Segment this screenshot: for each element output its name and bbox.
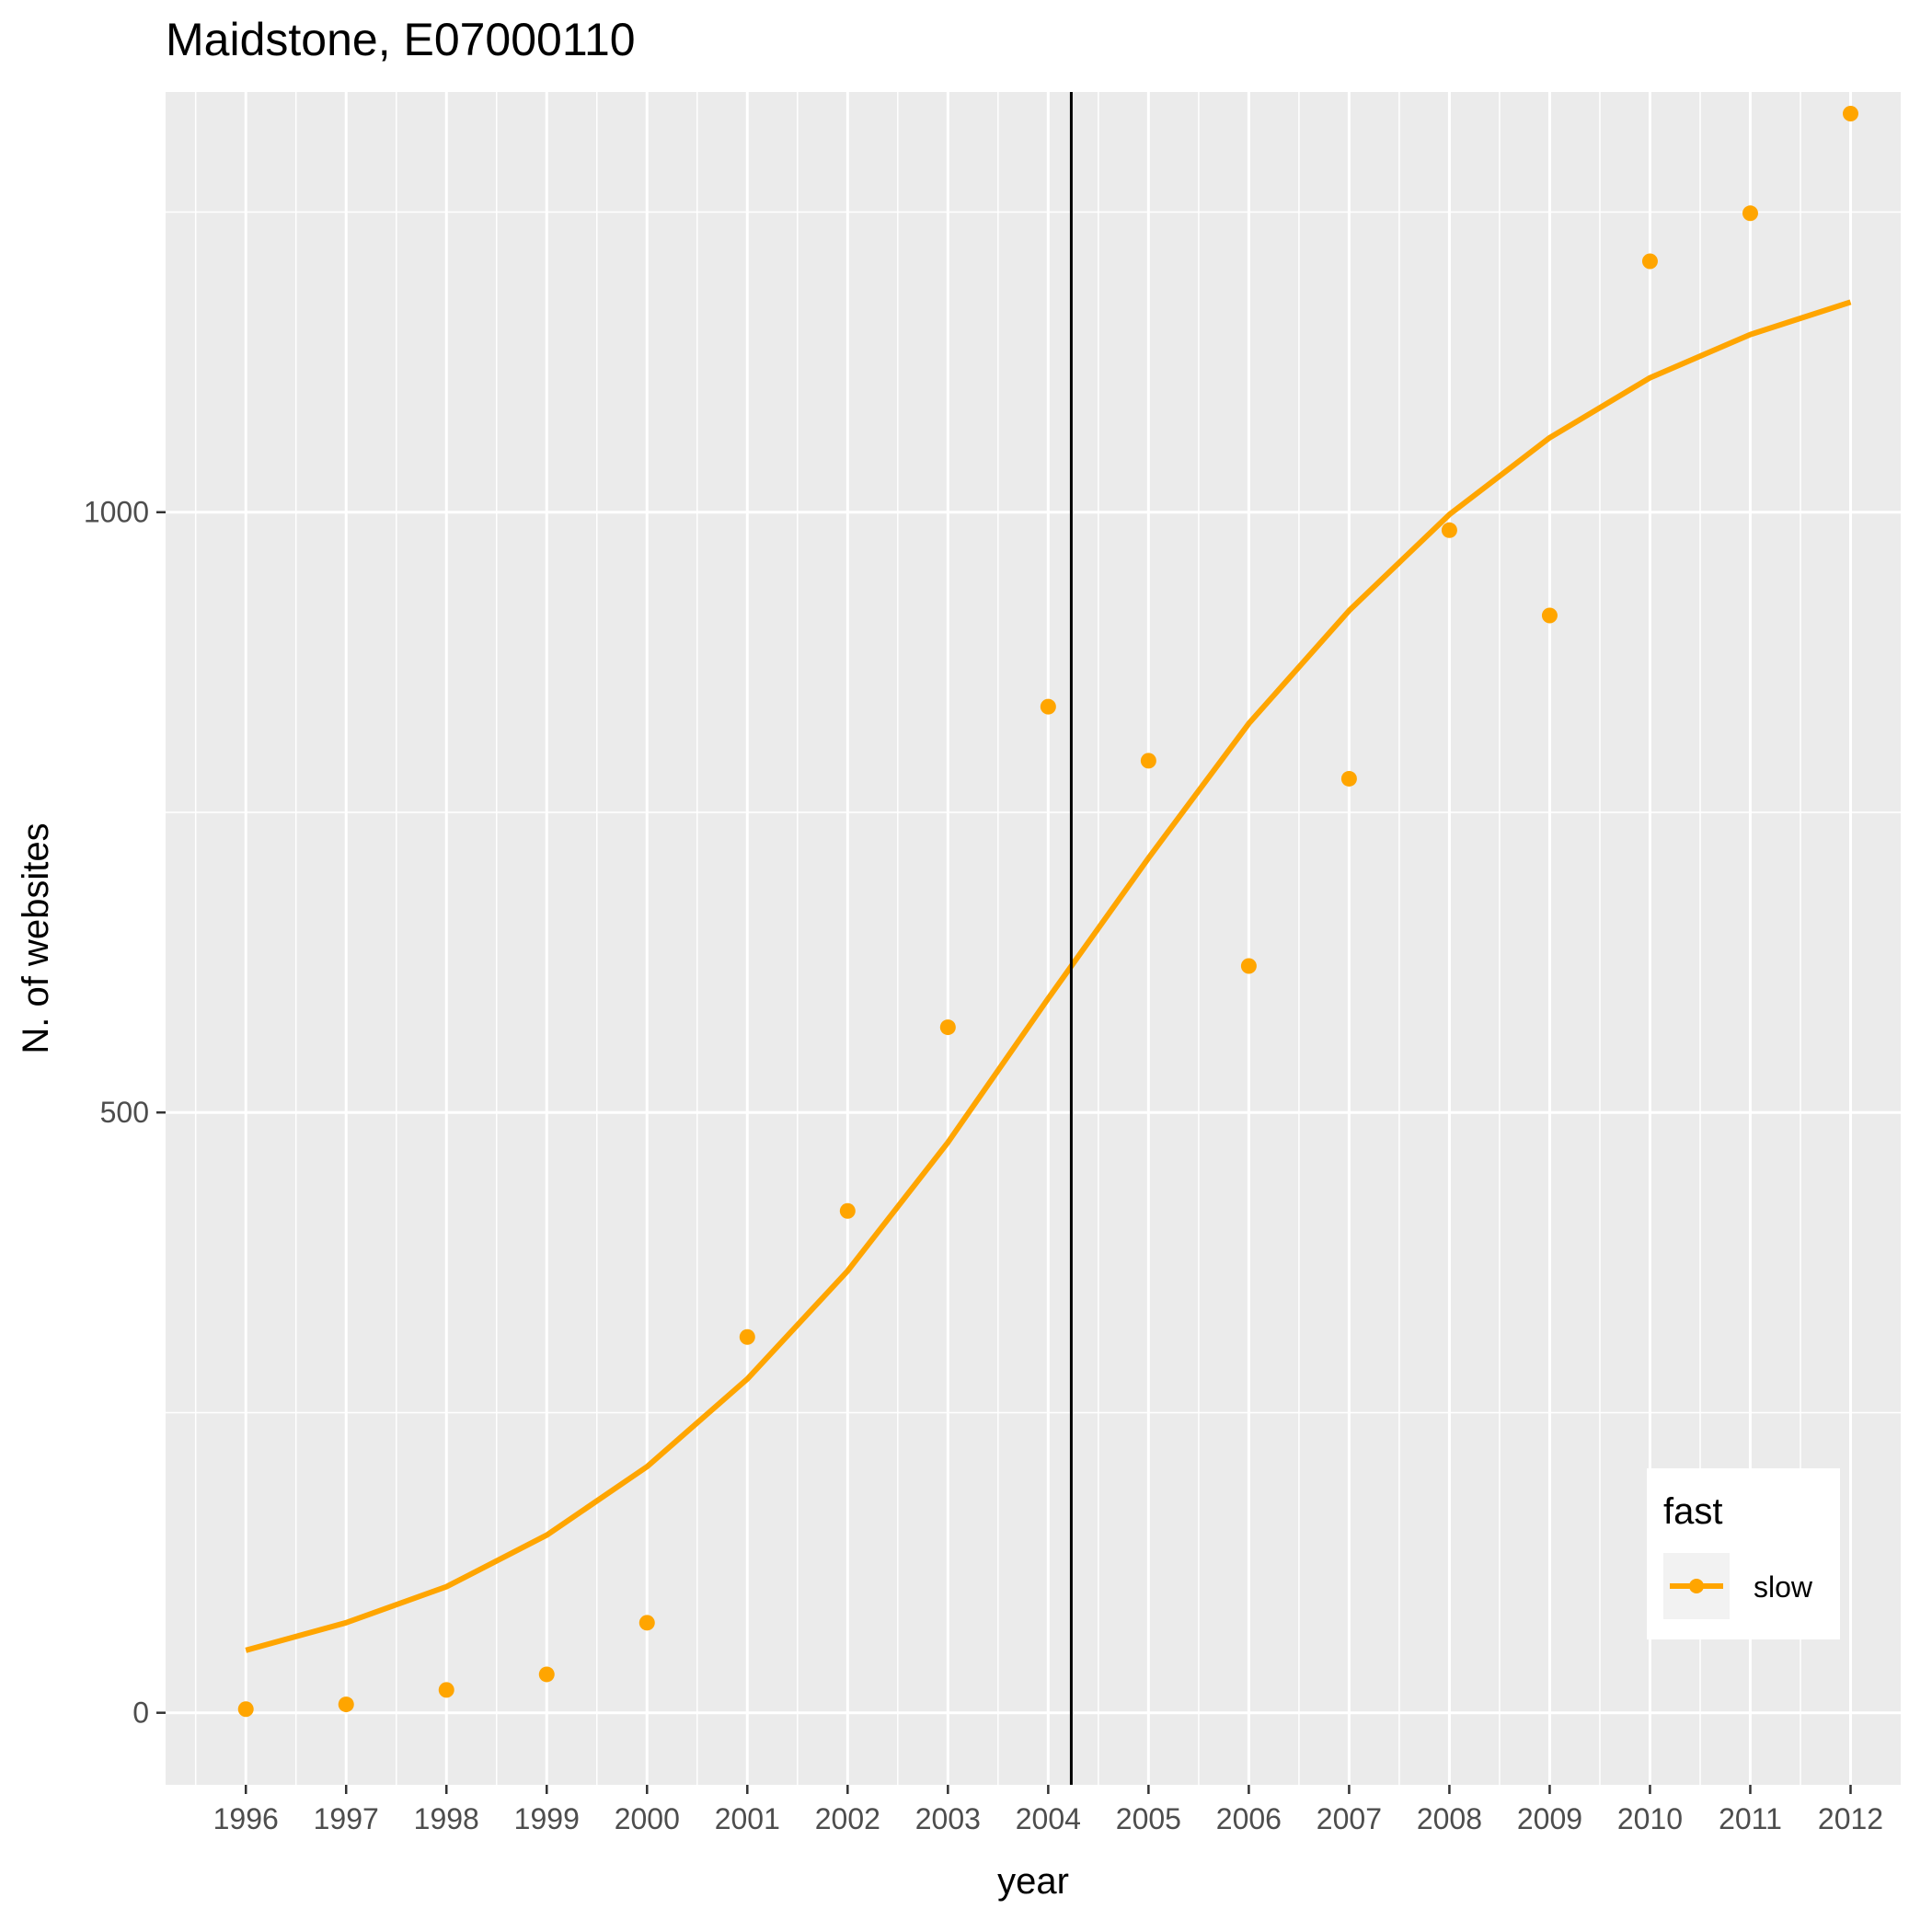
x-tick-label: 2012 [1818, 1802, 1883, 1835]
data-point-slow [1340, 770, 1357, 787]
grid-major [166, 92, 1901, 1785]
data-point-slow [839, 1202, 856, 1219]
plot-panel [166, 92, 1901, 1785]
legend-key-point [1689, 1579, 1704, 1593]
data-point-slow [1140, 753, 1156, 769]
y-axis: 0 500 1000 [84, 496, 166, 1730]
x-tick-label: 2001 [715, 1802, 780, 1835]
legend-label-slow: slow [1754, 1570, 1813, 1604]
y-tick-label: 500 [100, 1096, 149, 1129]
x-tick-label: 2010 [1617, 1802, 1683, 1835]
x-tick-label: 2004 [1016, 1802, 1081, 1835]
data-point-slow [538, 1666, 555, 1683]
x-tick-label: 2008 [1417, 1802, 1482, 1835]
data-point-slow [1441, 522, 1457, 538]
legend-title: fast [1663, 1491, 1722, 1532]
x-tick-label: 2000 [615, 1802, 680, 1835]
y-tick-label: 1000 [84, 496, 149, 529]
chart-title: Maidstone, E07000110 [166, 14, 636, 65]
trend-layer [245, 299, 1852, 1653]
points-layer [237, 105, 1858, 1718]
x-tick-label: 2011 [1719, 1802, 1782, 1835]
x-tick-label: 2006 [1216, 1802, 1282, 1835]
data-point-slow [1541, 607, 1558, 624]
data-point-slow [1240, 958, 1257, 974]
x-tick-label: 2003 [915, 1802, 981, 1835]
data-point-slow [1742, 205, 1758, 222]
data-point-slow [237, 1701, 254, 1718]
trend-line-slow [245, 299, 1852, 1653]
x-tick-label: 1999 [514, 1802, 580, 1835]
x-axis: 1996 1997 1998 1999 2000 2001 2002 2003 2004 2005… [213, 1785, 1883, 1835]
data-point-slow [939, 1019, 956, 1036]
data-point-slow [1641, 253, 1658, 270]
data-point-slow [739, 1328, 755, 1345]
legend: fast slow [1647, 1468, 1840, 1639]
x-tick-label: 1997 [314, 1802, 379, 1835]
grid-minor [166, 92, 1901, 1785]
data-point-slow [338, 1696, 354, 1713]
x-tick-label: 1996 [213, 1802, 279, 1835]
x-tick-label: 1998 [414, 1802, 479, 1835]
y-axis-title: N. of websites [16, 822, 56, 1053]
x-tick-label: 2007 [1317, 1802, 1382, 1835]
data-point-slow [1842, 105, 1858, 121]
data-point-slow [638, 1615, 655, 1631]
y-tick-label: 0 [132, 1696, 149, 1730]
x-tick-label: 2009 [1517, 1802, 1582, 1835]
x-axis-title: year [997, 1861, 1069, 1902]
data-point-slow [1040, 698, 1056, 715]
x-tick-label: 2002 [815, 1802, 880, 1835]
data-point-slow [438, 1682, 454, 1698]
x-tick-label: 2005 [1116, 1802, 1181, 1835]
